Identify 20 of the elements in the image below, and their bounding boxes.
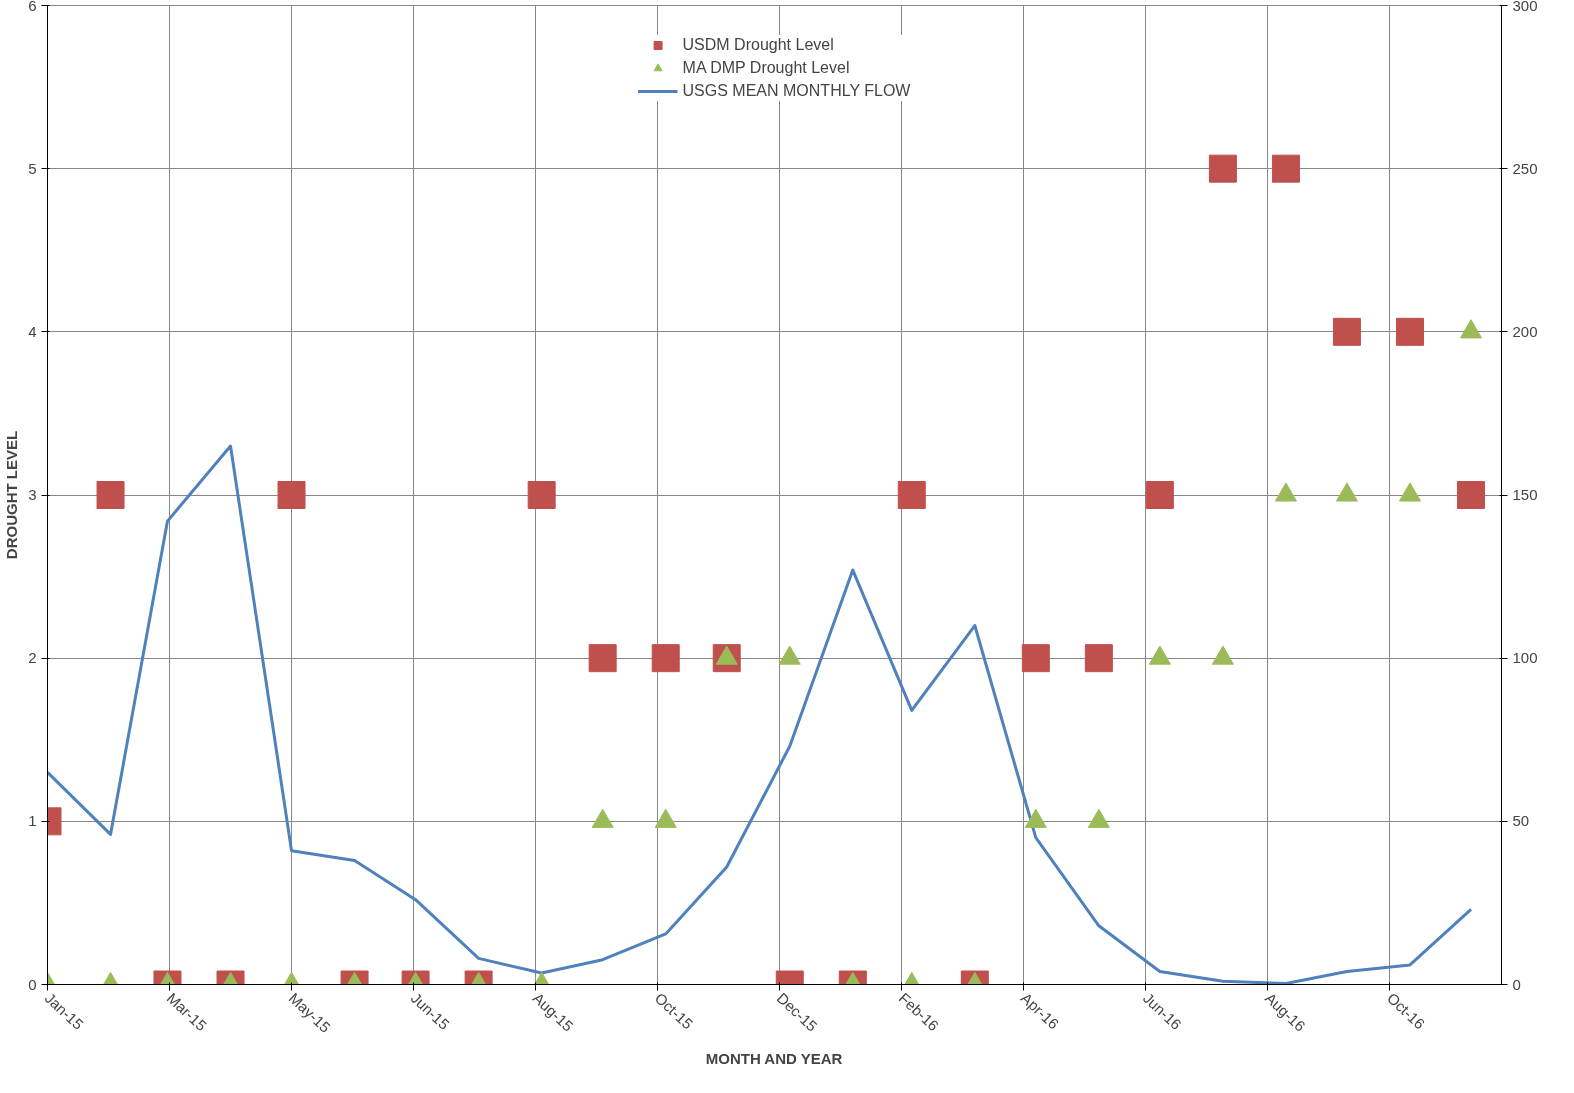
y2-tick-label: 150 bbox=[1512, 486, 1538, 503]
y2-tick-label: 200 bbox=[1512, 322, 1538, 340]
y-tick-label: 4 bbox=[28, 322, 37, 340]
y-tick-label: 1 bbox=[28, 812, 37, 830]
y2-tick-label: 300 bbox=[1512, 0, 1538, 14]
legend-label: USDM Drought Level bbox=[682, 36, 834, 54]
y-axis-title: DROUGHT LEVEL bbox=[3, 430, 21, 560]
y2-tick-label: 0 bbox=[1512, 975, 1521, 993]
y-tick-label: 5 bbox=[28, 159, 37, 177]
line-series bbox=[47, 444, 1473, 985]
x-axis-title: MONTH AND YEAR bbox=[705, 1050, 843, 1068]
y-tick-label: 0 bbox=[28, 975, 37, 993]
legend-label: USGS MEAN MONTHLY FLOW bbox=[682, 82, 911, 100]
y2-tick-label: 250 bbox=[1512, 159, 1538, 177]
y2-tick-label: 50 bbox=[1512, 812, 1530, 830]
legend-label: MA DMP Drought Level bbox=[682, 59, 850, 77]
y-tick-label: 3 bbox=[28, 486, 37, 503]
y2-tick-label: 100 bbox=[1512, 649, 1538, 667]
y-tick-label: 2 bbox=[28, 649, 37, 667]
y-tick-label: 6 bbox=[28, 0, 37, 14]
